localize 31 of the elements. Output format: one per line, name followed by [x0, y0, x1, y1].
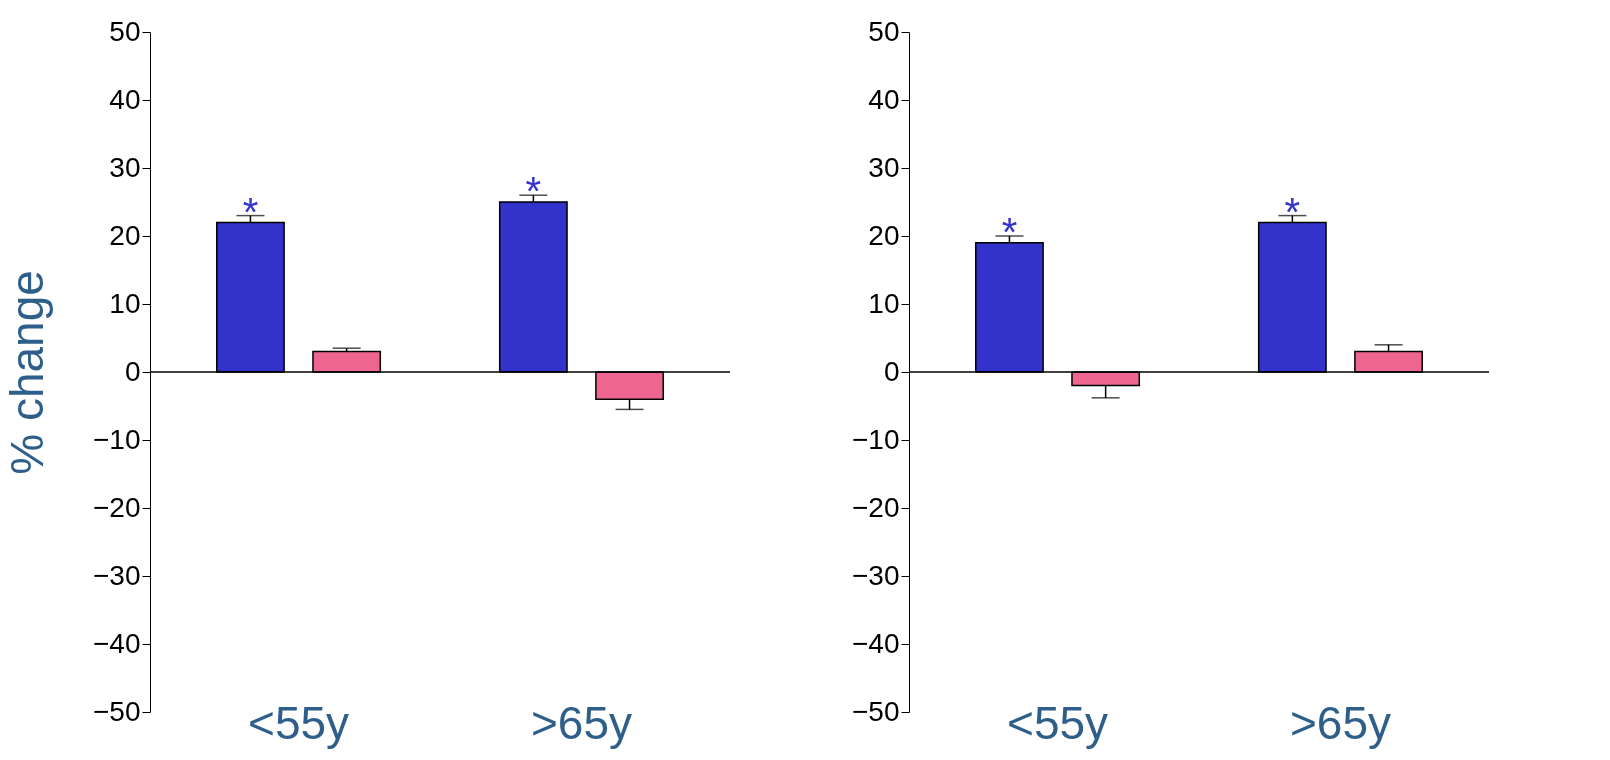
- y-tick-label: 10: [868, 287, 900, 319]
- x-tick-label: <55y: [1007, 696, 1109, 749]
- y-tick-label: −10: [852, 423, 900, 455]
- y-tick-label: −40: [93, 627, 141, 659]
- y-tick-label: 50: [109, 15, 141, 47]
- y-axis-title: % change: [1, 270, 53, 475]
- y-tick-label: 20: [109, 219, 141, 251]
- y-tick-label: 10: [109, 287, 141, 319]
- y-tick-label: 0: [883, 355, 900, 387]
- y-tick-label: −50: [93, 695, 141, 727]
- y-tick-label: −40: [852, 627, 900, 659]
- y-tick-label: −30: [93, 559, 141, 591]
- x-tick-label: >65y: [530, 696, 632, 749]
- y-tick-label: 30: [868, 151, 900, 183]
- annotation: *: [525, 169, 542, 214]
- y-tick-label: 30: [109, 151, 141, 183]
- y-tick-label: −10: [93, 423, 141, 455]
- y-tick-label: 40: [868, 83, 900, 115]
- x-tick-label: <55y: [248, 696, 350, 749]
- y-tick-label: −50: [852, 695, 900, 727]
- annotation: *: [1284, 189, 1301, 234]
- annotation: *: [1001, 210, 1018, 254]
- y-tick-label: −20: [93, 491, 141, 523]
- y-tick-label: −30: [852, 559, 900, 591]
- y-tick-label: 20: [868, 219, 900, 251]
- y-tick-label: 0: [124, 355, 141, 387]
- x-tick-label: >65y: [1289, 696, 1391, 749]
- y-tick-label: −20: [852, 491, 900, 523]
- y-tick-label: 40: [109, 83, 141, 115]
- annotation: *: [242, 189, 259, 234]
- y-tick-label: 50: [868, 15, 900, 47]
